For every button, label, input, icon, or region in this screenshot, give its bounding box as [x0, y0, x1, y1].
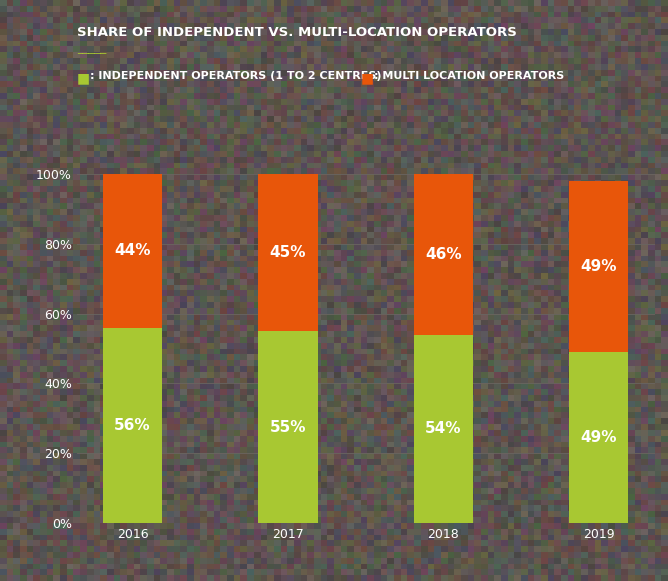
Text: 45%: 45% — [270, 245, 306, 260]
Bar — [259, 331, 317, 523]
Bar — [103, 328, 162, 523]
Text: 46%: 46% — [425, 247, 462, 262]
Text: 49%: 49% — [580, 259, 617, 274]
Text: : MULTI LOCATION OPERATORS: : MULTI LOCATION OPERATORS — [374, 71, 564, 81]
Bar — [569, 181, 629, 352]
Text: 56%: 56% — [114, 418, 151, 433]
Bar — [259, 174, 317, 331]
Bar — [414, 174, 473, 335]
Bar — [103, 174, 162, 328]
Text: 44%: 44% — [114, 243, 151, 259]
Text: 49%: 49% — [580, 430, 617, 445]
Text: 55%: 55% — [270, 419, 306, 435]
Text: SHARE OF INDEPENDENT VS. MULTI-LOCATION OPERATORS: SHARE OF INDEPENDENT VS. MULTI-LOCATION … — [77, 26, 516, 39]
Text: ■: ■ — [77, 71, 90, 85]
Text: ─────: ───── — [77, 49, 106, 59]
Bar — [414, 335, 473, 523]
Bar — [569, 352, 629, 523]
Text: ■: ■ — [361, 71, 374, 85]
Text: : INDEPENDENT OPERATORS (1 TO 2 CENTRES): : INDEPENDENT OPERATORS (1 TO 2 CENTRES) — [90, 71, 381, 81]
Text: 54%: 54% — [426, 421, 462, 436]
